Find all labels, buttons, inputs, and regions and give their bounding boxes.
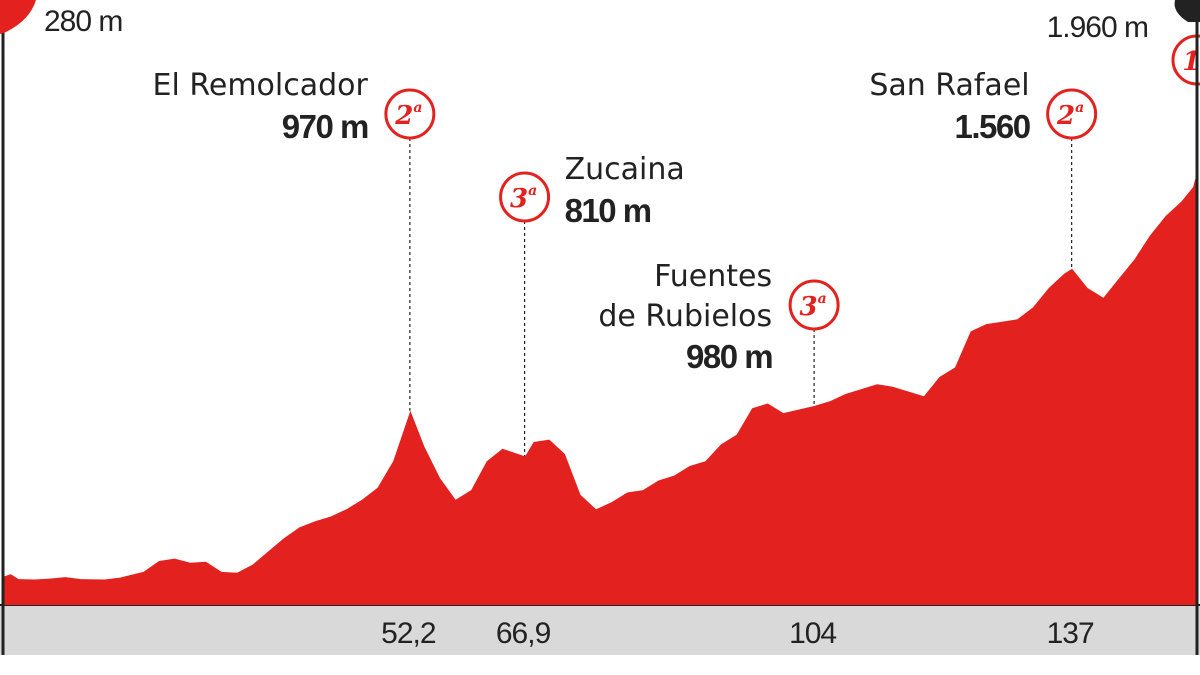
category-badge-ring: [499, 171, 551, 223]
climb-name: de Rubielos: [598, 299, 772, 334]
category-badge-ring: [1046, 88, 1098, 140]
category-badge-suffix: a: [1075, 100, 1084, 116]
km-band: [0, 605, 1200, 655]
km-tick-label: 137: [1047, 617, 1094, 650]
category-badge-suffix: a: [413, 100, 422, 116]
finish-altitude-label: 1.960 m: [1047, 11, 1148, 44]
start-marker-icon: [0, 0, 36, 34]
climb-altitude: 810 m: [565, 192, 651, 229]
climb-altitude: 1.560: [955, 108, 1030, 145]
climb-name: El Remolcador: [153, 68, 369, 103]
climb-altitude: 970 m: [282, 108, 368, 145]
category-badge-ring: [384, 88, 436, 140]
climb-name: San Rafael: [869, 68, 1029, 103]
start-altitude-label: 280 m: [44, 5, 122, 38]
finish-marker-icon: [1174, 0, 1200, 22]
climb-name: Zucaina: [565, 152, 685, 187]
category-badge-ring: [788, 279, 840, 331]
elevation-profile-area: [3, 172, 1197, 605]
km-tick-label: 66,9: [496, 617, 551, 650]
climb-name: Fuentes: [654, 259, 772, 294]
category-badge-suffix: a: [818, 291, 827, 307]
km-tick-label: 104: [789, 617, 836, 650]
climb-altitude: 980 m: [686, 338, 772, 375]
km-tick-label: 52,2: [381, 617, 436, 650]
category-badge-suffix: a: [528, 183, 537, 199]
